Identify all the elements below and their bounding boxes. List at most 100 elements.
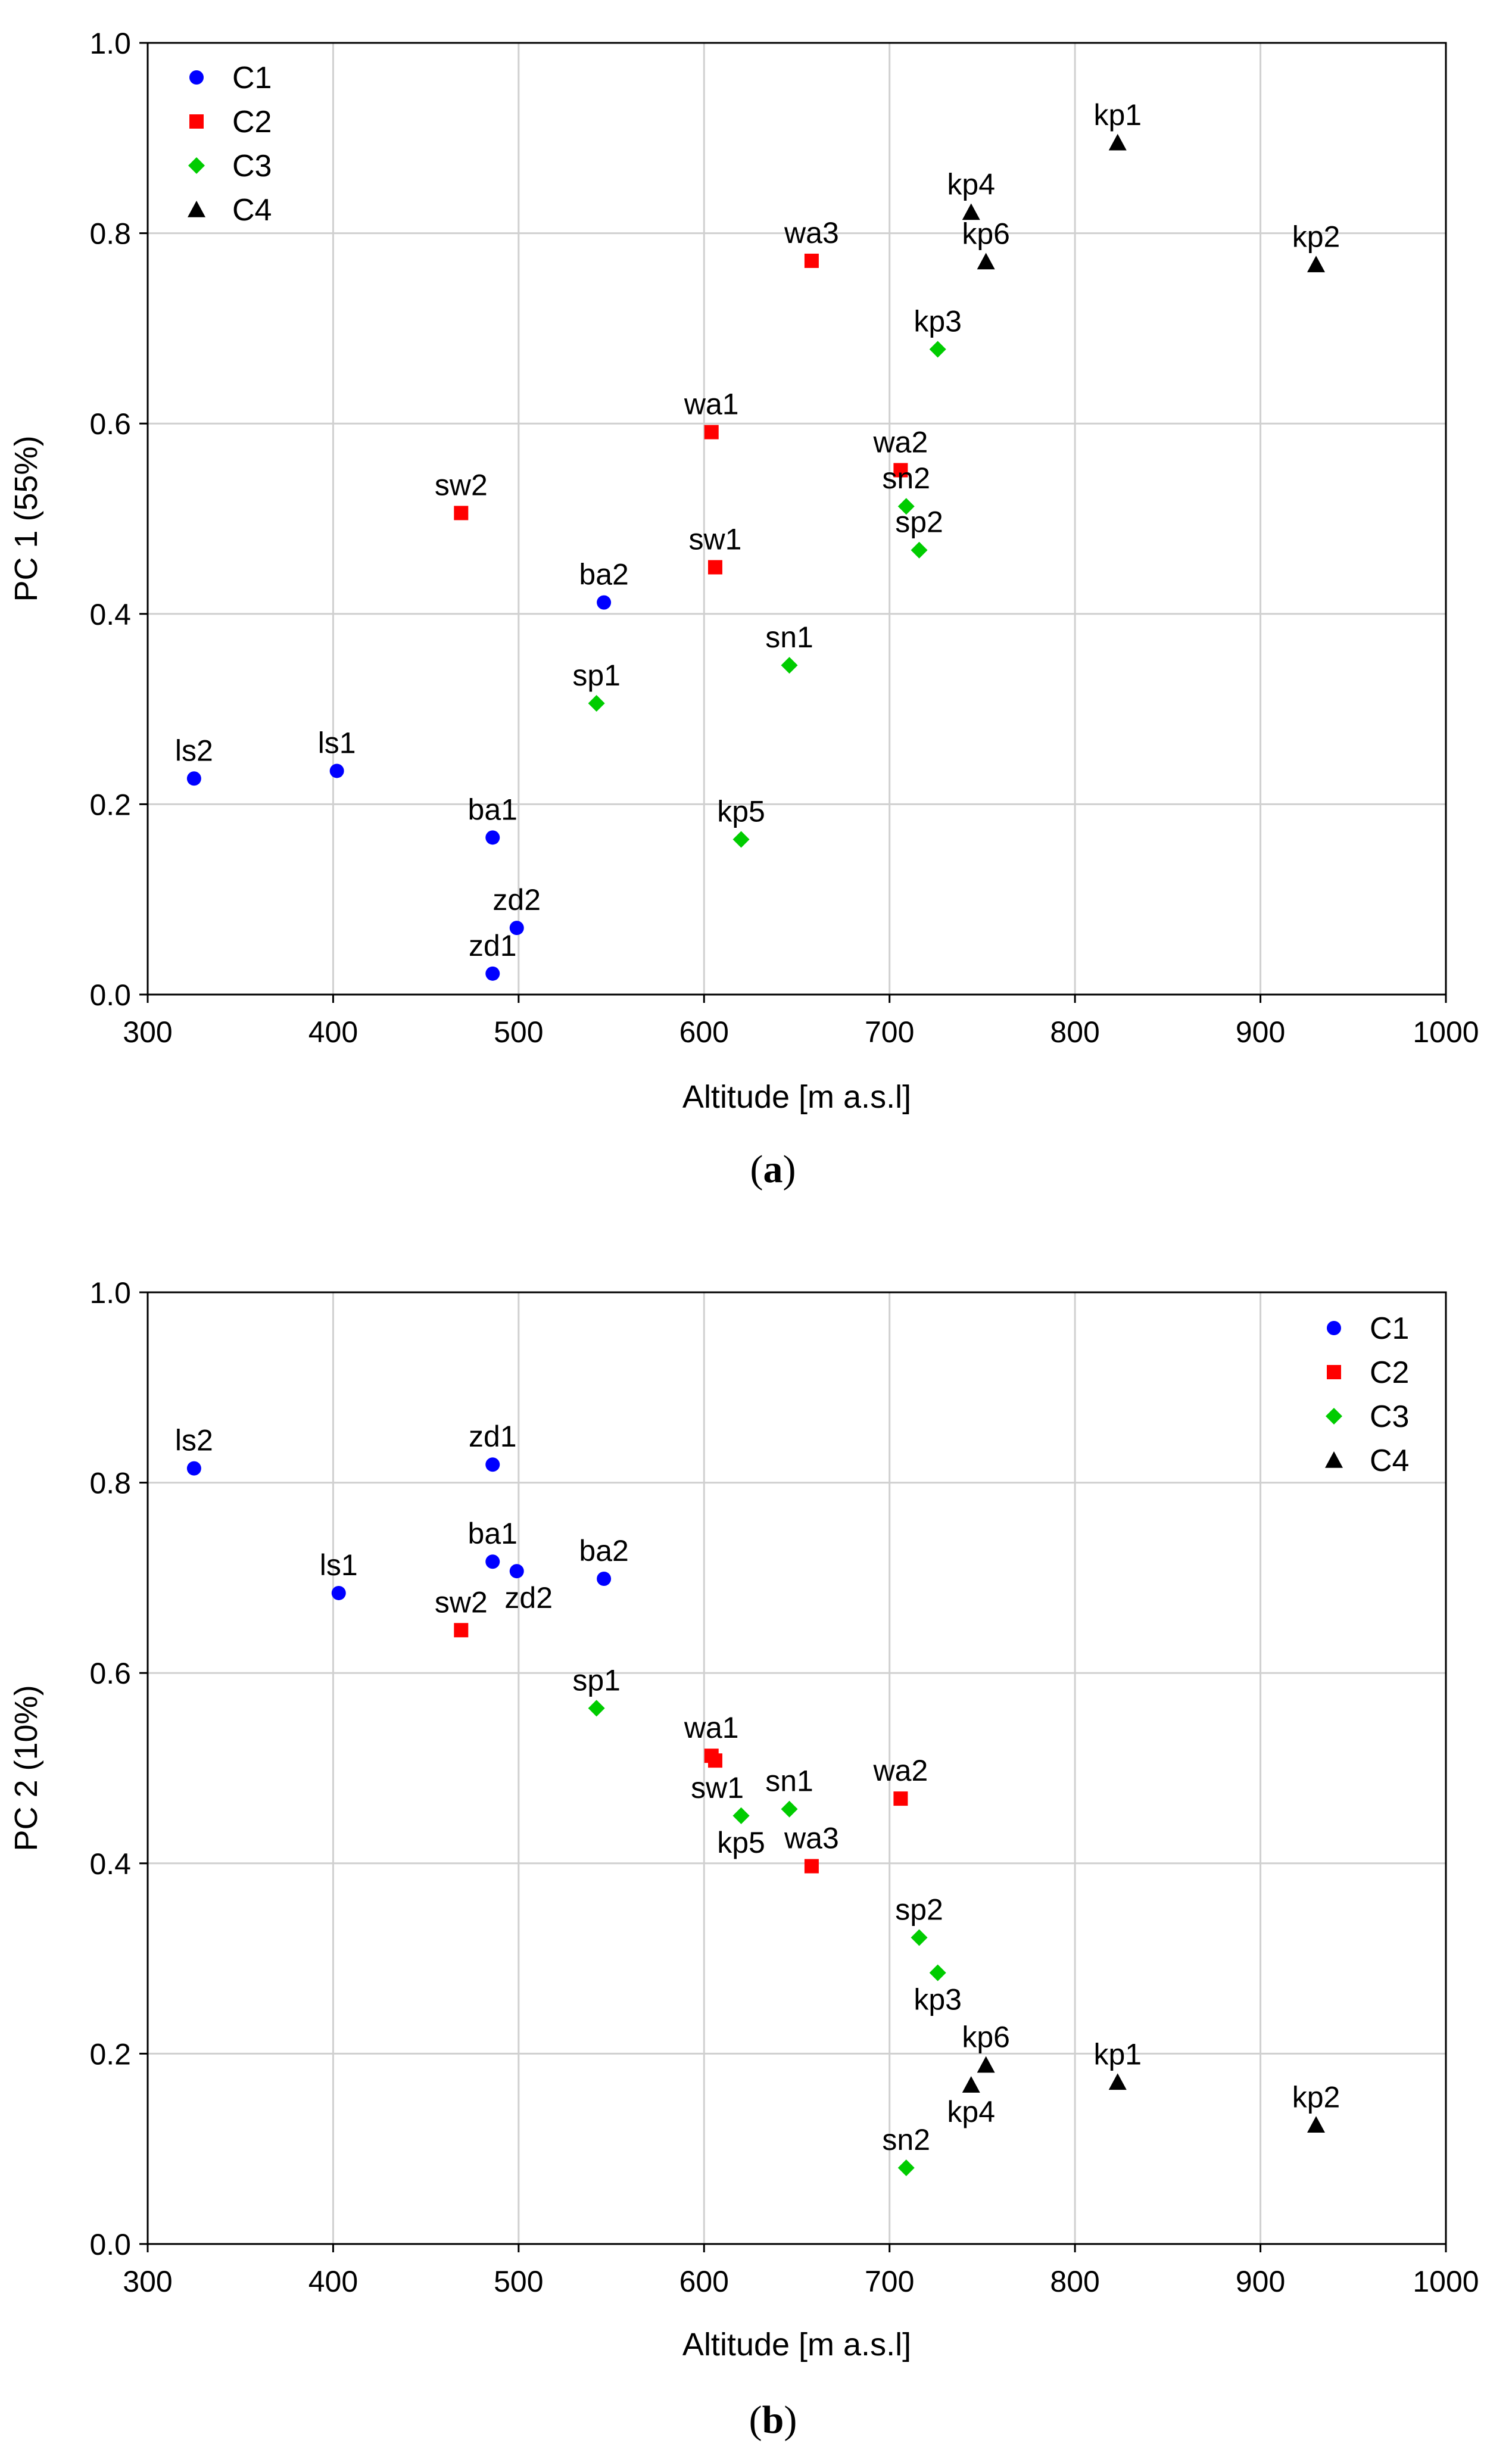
point-label: ls2	[175, 1424, 213, 1457]
data-point-ls2	[186, 771, 201, 786]
chart-panel-b: 300 400 500 600 700 800 900 1000 0.0 0.2 0.4 0.6 0.8…	[8, 1276, 1479, 2442]
legend-label-c3: C3	[232, 149, 272, 183]
x-tick-label: 900	[1236, 1015, 1285, 1049]
point-label: sn1	[765, 621, 813, 654]
legend-marker-c2	[1327, 1365, 1341, 1379]
point-label: sw2	[435, 1585, 488, 1619]
point-label: wa3	[784, 216, 839, 250]
data-point-ba1	[485, 830, 500, 845]
y-tick-label: 1.0	[89, 1276, 131, 1310]
point-label: kp3	[914, 305, 962, 338]
legend-marker-c3	[188, 157, 205, 174]
y-tick-label: 1.0	[89, 27, 131, 60]
point-label: sn1	[765, 1765, 813, 1798]
data-point-sn1	[781, 657, 798, 674]
y-axis-label: PC 1 (55%)	[8, 435, 44, 601]
data-point-wa3	[804, 253, 819, 268]
legend-marker-c2	[189, 114, 204, 129]
data-point-kp5	[732, 831, 750, 848]
data-point-kp6	[977, 2056, 995, 2073]
point-label: sw2	[435, 468, 488, 501]
y-tick-label: 0.8	[89, 1467, 131, 1500]
x-tick-label: 800	[1050, 2265, 1099, 2298]
data-point-sp1	[588, 695, 605, 712]
point-label: wa2	[873, 1754, 928, 1787]
data-point-sw2	[454, 1623, 469, 1638]
point-label: ba1	[468, 793, 517, 826]
data-point-kp4	[962, 203, 980, 220]
point-label: wa2	[873, 426, 928, 459]
legend-label-c1: C1	[232, 61, 272, 95]
point-label: kp4	[947, 167, 995, 201]
legend-marker-c3	[1326, 1408, 1342, 1425]
data-point-kp3	[929, 1964, 946, 1981]
y-tick-label: 0.2	[89, 788, 131, 821]
point-label: zd2	[492, 883, 541, 917]
y-tick-label: 0.2	[89, 2037, 131, 2071]
data-point-zd2	[509, 921, 524, 936]
legend-marker-c4	[188, 201, 205, 217]
legend-label-c3: C3	[1370, 1400, 1409, 1434]
y-tick-label: 0.6	[89, 1657, 131, 1690]
x-tick-label: 800	[1050, 1015, 1099, 1049]
x-tick-label: 1000	[1413, 1015, 1479, 1049]
point-label: wa3	[784, 1822, 839, 1855]
point-label: sw1	[691, 1771, 744, 1804]
x-tick-label: 500	[494, 1015, 543, 1049]
data-point-sw2	[454, 506, 469, 521]
point-label: wa1	[684, 1711, 739, 1744]
x-tick-label: 300	[123, 2265, 172, 2298]
point-label: kp2	[1292, 2080, 1340, 2114]
x-tick-label: 600	[679, 1015, 729, 1049]
point-label: kp5	[717, 795, 765, 828]
legend-marker-c1	[189, 70, 204, 85]
legend-label-c1: C1	[1370, 1311, 1409, 1346]
data-point-kp1	[1108, 2073, 1127, 2090]
data-point-kp2	[1307, 2116, 1325, 2133]
x-tick-label: 1000	[1413, 2265, 1479, 2298]
y-tick-label: 0.0	[89, 978, 131, 1012]
point-label: sn2	[882, 462, 930, 495]
data-point-wa2	[893, 463, 908, 478]
y-tick-label: 0.0	[89, 2228, 131, 2261]
x-tick-label: 700	[865, 2265, 914, 2298]
x-tick-label: 400	[308, 1015, 358, 1049]
data-point-ba2	[597, 595, 612, 610]
chart-panel-a: 300 400 500 600 700 800 900 1000 0.0 0.2 0.4 0.6 0.8…	[8, 27, 1479, 1191]
legend-marker-c4	[1325, 1451, 1343, 1468]
data-point-sw1	[707, 560, 722, 575]
x-tick-label: 600	[679, 2265, 729, 2298]
point-label: sw1	[689, 522, 742, 556]
data-point-zd2	[509, 1564, 524, 1579]
y-tick-label: 0.4	[89, 598, 131, 631]
data-point-wa1	[704, 425, 719, 440]
data-point-kp6	[977, 253, 995, 270]
data-point-sw1	[707, 1753, 722, 1768]
x-tick-label: 400	[308, 2265, 358, 2298]
point-label: wa1	[684, 388, 739, 421]
data-point-sp2	[911, 1929, 928, 1946]
legend-label-c2: C2	[1370, 1355, 1409, 1390]
x-tick-label: 700	[865, 1015, 914, 1049]
panel-caption: (b)	[749, 2398, 797, 2442]
data-point-sn2	[897, 2159, 915, 2177]
point-label: zd2	[504, 1581, 553, 1615]
point-label: zd1	[469, 1420, 517, 1453]
y-axis-label: PC 2 (10%)	[8, 1685, 44, 1851]
data-point-wa3	[804, 1859, 819, 1874]
point-label: sp2	[895, 1893, 943, 1926]
data-point-wa2	[893, 1791, 908, 1806]
point-label: sp1	[572, 659, 621, 692]
plot-frame	[146, 1291, 1447, 2245]
point-label: zd1	[469, 929, 517, 962]
point-label: ls2	[175, 734, 213, 767]
legend-label-c4: C4	[1370, 1444, 1409, 1478]
data-point-kp3	[929, 341, 946, 358]
x-tick-label: 300	[123, 1015, 172, 1049]
data-point-kp5	[732, 1807, 750, 1824]
point-label: ls1	[318, 726, 356, 759]
y-tick-label: 0.8	[89, 217, 131, 251]
point-label: kp1	[1093, 2037, 1142, 2071]
point-label: kp5	[717, 1826, 765, 1859]
point-label: sn2	[882, 2123, 930, 2156]
